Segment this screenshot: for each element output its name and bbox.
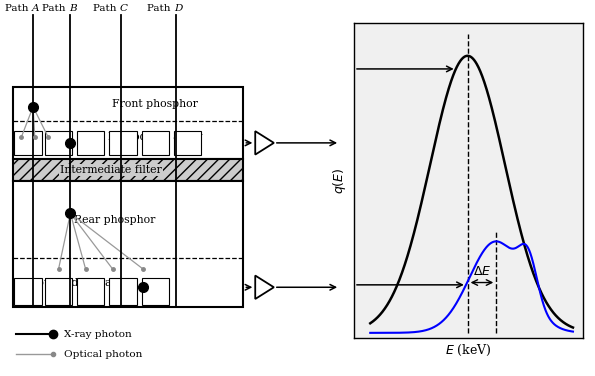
Text: A: A: [32, 4, 39, 13]
Polygon shape: [255, 131, 274, 155]
X-axis label: $E$ (keV): $E$ (keV): [445, 343, 492, 358]
Bar: [77, 278, 104, 305]
Bar: [142, 278, 169, 305]
Bar: [12, 87, 243, 159]
Text: Optical photon: Optical photon: [64, 350, 142, 359]
Text: D: D: [174, 4, 183, 13]
Bar: [14, 278, 42, 305]
Text: Path: Path: [147, 4, 174, 13]
Text: Path: Path: [42, 4, 68, 13]
Text: Photodiode array: Photodiode array: [108, 132, 202, 141]
Bar: [12, 159, 243, 181]
Bar: [109, 278, 136, 305]
Text: B: B: [69, 4, 77, 13]
Bar: [77, 131, 104, 155]
Text: Front phosphor: Front phosphor: [112, 99, 198, 109]
Bar: [45, 131, 72, 155]
Y-axis label: $q(E)$: $q(E)$: [331, 167, 349, 194]
Polygon shape: [255, 276, 274, 299]
Bar: [12, 181, 243, 307]
Bar: [142, 131, 169, 155]
Bar: [14, 131, 42, 155]
Bar: [109, 131, 136, 155]
Bar: [45, 278, 72, 305]
Text: C: C: [120, 4, 128, 13]
Text: X-ray photon: X-ray photon: [64, 330, 131, 339]
Text: $\Delta E$: $\Delta E$: [472, 265, 491, 277]
Text: Intermediate filter: Intermediate filter: [60, 165, 162, 175]
Text: Rear phosphor: Rear phosphor: [74, 215, 155, 224]
Text: Photodiode array: Photodiode array: [23, 278, 118, 288]
Bar: [174, 131, 201, 155]
Text: Path: Path: [93, 4, 120, 13]
Text: Path: Path: [5, 4, 32, 13]
